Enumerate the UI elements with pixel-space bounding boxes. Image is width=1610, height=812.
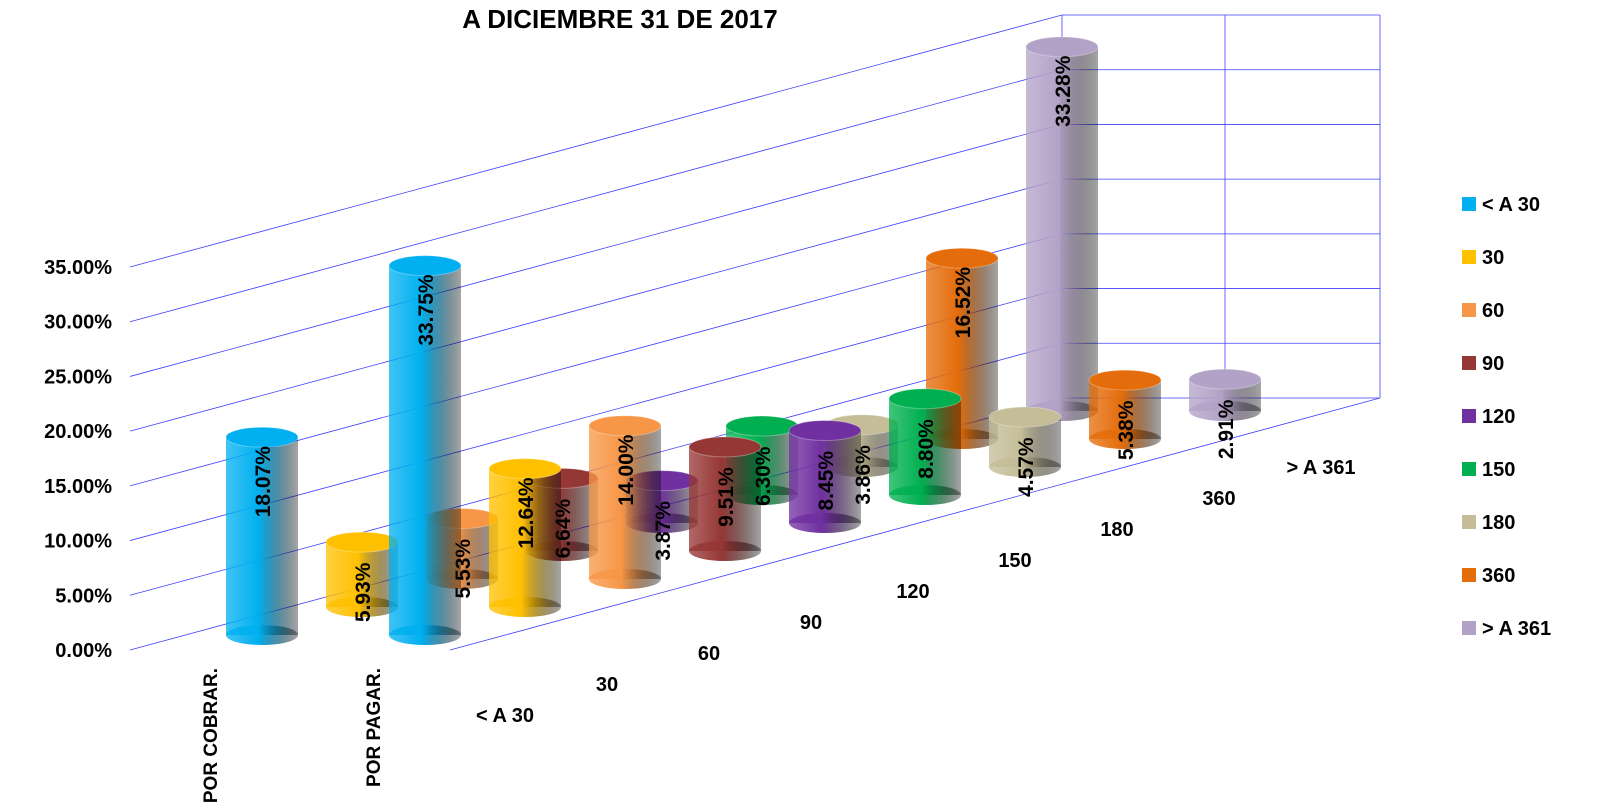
cylinder	[588, 415, 662, 589]
y-tick-label: 20.00%	[44, 421, 112, 443]
cylinder-body	[689, 446, 761, 551]
value-label: 33.28%	[1052, 55, 1075, 127]
value-label: 8.45%	[815, 451, 838, 511]
legend-swatch	[1462, 250, 1476, 264]
cylinder-top	[225, 426, 299, 448]
cylinder-top	[1188, 368, 1262, 390]
cylinder	[225, 426, 299, 645]
legend-label: < A 30	[1482, 194, 1540, 216]
cylinder	[888, 388, 962, 505]
cylinder	[388, 255, 462, 645]
depth-label: 120	[896, 581, 929, 603]
cylinder-body	[489, 468, 561, 607]
legend-label: 120	[1482, 406, 1515, 428]
y-tick-label: 30.00%	[44, 312, 112, 334]
cylinder-top	[588, 415, 662, 437]
value-label: 4.57%	[1015, 437, 1038, 497]
cylinder-body	[1026, 46, 1098, 411]
legend-swatch	[1462, 462, 1476, 476]
cylinder-top	[325, 531, 399, 553]
cylinder-body	[889, 398, 961, 495]
y-tick-label: 10.00%	[44, 531, 112, 553]
depth-label: 90	[800, 612, 822, 634]
legend-swatch	[1462, 515, 1476, 529]
cylinder-top	[688, 436, 762, 458]
cylinder-body	[226, 437, 298, 635]
cylinder	[488, 458, 562, 617]
legend-swatch	[1462, 197, 1476, 211]
y-tick-label: 5.00%	[55, 585, 112, 607]
cylinder-top	[725, 415, 799, 437]
legend-swatch	[1462, 356, 1476, 370]
depth-label: 360	[1202, 488, 1235, 510]
value-label: 33.75%	[415, 274, 438, 346]
value-label: 9.51%	[715, 467, 738, 527]
grid-line	[129, 14, 1380, 268]
cylinder	[625, 470, 699, 533]
cylinder	[688, 436, 762, 561]
depth-label: < A 30	[476, 705, 534, 727]
legend-swatch	[1462, 409, 1476, 423]
legend-label: 180	[1482, 512, 1515, 534]
cylinder-body	[326, 542, 398, 607]
cylinder-body	[389, 265, 461, 635]
y-tick-label: 25.00%	[44, 366, 112, 388]
cylinder-top	[1088, 369, 1162, 391]
legend-label: 150	[1482, 459, 1515, 481]
depth-label: 150	[998, 550, 1031, 572]
depth-label: 30	[596, 674, 618, 696]
cylinder-top	[1025, 36, 1099, 58]
value-label: 8.80%	[915, 419, 938, 479]
legend-label: > A 361	[1482, 618, 1551, 640]
chart-title: A DICIEMBRE 31 DE 2017	[462, 4, 777, 34]
y-tick-label: 15.00%	[44, 476, 112, 498]
cylinder	[325, 531, 399, 617]
value-label: 18.07%	[252, 446, 275, 518]
depth-label: > A 361	[1286, 457, 1355, 479]
legend-label: 60	[1482, 300, 1504, 322]
value-label: 14.00%	[615, 434, 638, 506]
legend-swatch	[1462, 303, 1476, 317]
cylinder	[788, 420, 862, 533]
cylinder-top	[888, 388, 962, 410]
floor-edge	[449, 397, 1381, 651]
legend-label: 30	[1482, 247, 1504, 269]
value-label: 2.91%	[1215, 399, 1238, 459]
depth-label: 180	[1100, 519, 1133, 541]
value-label: 5.93%	[352, 562, 375, 622]
grid-line	[129, 124, 1380, 377]
cylinder-top	[925, 247, 999, 269]
cylinder-top	[388, 255, 462, 277]
legend-swatch	[1462, 621, 1476, 635]
value-label: 12.64%	[515, 477, 538, 549]
value-label: 5.38%	[1115, 400, 1138, 460]
grid-line	[129, 69, 1380, 323]
x-tick-label: POR COBRAR.	[201, 668, 222, 803]
y-tick-label: 0.00%	[55, 640, 112, 662]
legend-swatch	[1462, 568, 1476, 582]
depth-label: 60	[698, 643, 720, 665]
cylinder	[1088, 369, 1162, 449]
legend-label: 90	[1482, 353, 1504, 375]
cylinder	[988, 406, 1062, 477]
cylinder-body	[789, 430, 861, 523]
cylinder-top	[488, 458, 562, 480]
cylinder	[1188, 368, 1262, 421]
cylinder-top	[788, 420, 862, 442]
value-label: 16.52%	[952, 267, 975, 339]
legend-label: 360	[1482, 565, 1515, 587]
cylinder-body	[589, 425, 661, 579]
x-tick-label: POR PAGAR.	[364, 668, 385, 787]
y-tick-label: 35.00%	[44, 257, 112, 279]
cylinder-top	[988, 406, 1062, 428]
